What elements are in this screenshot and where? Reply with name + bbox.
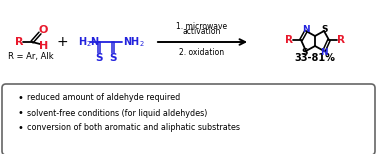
Text: S: S [322, 25, 328, 34]
Text: H$_2$N: H$_2$N [78, 35, 100, 49]
Text: •: • [17, 123, 23, 133]
Text: S: S [95, 53, 103, 63]
Text: H: H [39, 41, 49, 51]
Text: activation: activation [183, 27, 221, 36]
Text: 1. microwave: 1. microwave [177, 22, 228, 31]
Text: R: R [285, 35, 293, 45]
Text: NH$_2$: NH$_2$ [123, 35, 145, 49]
Text: O: O [38, 25, 48, 35]
Text: solvent-free conditions (for liquid aldehydes): solvent-free conditions (for liquid alde… [27, 109, 208, 118]
Text: S: S [302, 48, 308, 57]
Text: •: • [17, 93, 23, 103]
Text: S: S [109, 53, 117, 63]
Text: 33-81%: 33-81% [294, 53, 335, 63]
FancyBboxPatch shape [2, 84, 375, 154]
Text: N: N [302, 25, 310, 34]
Text: R: R [337, 35, 345, 45]
Text: +: + [56, 35, 68, 49]
Text: reduced amount of aldehyde required: reduced amount of aldehyde required [27, 93, 180, 103]
Text: R: R [15, 37, 23, 47]
Text: R = Ar, Alk: R = Ar, Alk [8, 53, 54, 61]
Text: N: N [320, 48, 328, 57]
Text: 2. oxidation: 2. oxidation [180, 48, 225, 57]
Text: conversion of both aromatic and aliphatic substrates: conversion of both aromatic and aliphati… [27, 124, 240, 132]
Text: •: • [17, 108, 23, 118]
